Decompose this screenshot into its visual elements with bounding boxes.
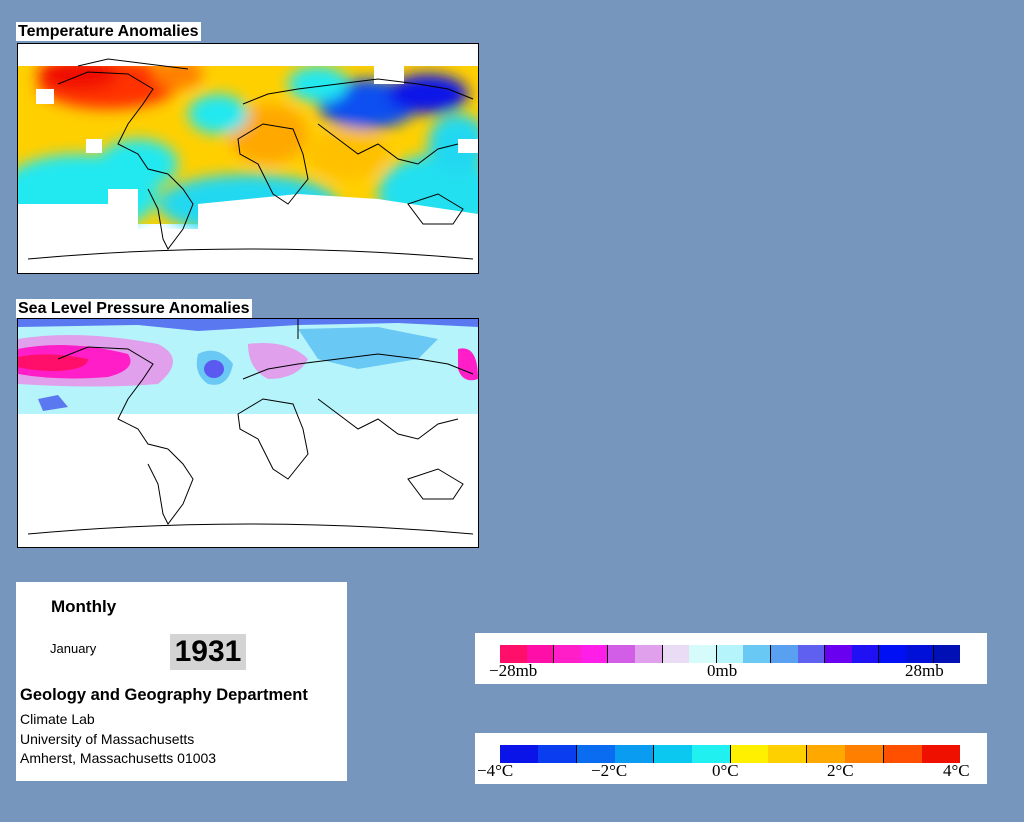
year-label: 1931: [170, 634, 246, 670]
pressure-swatch: [743, 645, 771, 663]
pressure-swatch: [825, 645, 852, 663]
temperature-swatch: [691, 745, 731, 763]
temperature-map-graphic: [18, 44, 478, 273]
temperature-swatch: [500, 745, 538, 763]
temperature-swatch: [730, 745, 769, 763]
temperature-map-title: Temperature Anomalies: [16, 22, 201, 41]
pressure-label-zero: 0mb: [707, 661, 738, 680]
temperature-label-plus2: 2°C: [827, 761, 854, 780]
address-line-1: Climate Lab: [20, 711, 95, 727]
pressure-swatch: [689, 645, 717, 663]
temperature-swatch: [576, 745, 615, 763]
department-label: Geology and Geography Department: [20, 686, 308, 704]
pressure-swatch: [526, 645, 555, 663]
temperature-label-plus4: 4°C: [943, 761, 970, 780]
pressure-swatch: [905, 645, 934, 663]
pressure-colorbar: [500, 645, 961, 663]
temperature-swatch: [845, 745, 885, 763]
temperature-swatch: [884, 745, 923, 763]
pressure-map-title: Sea Level Pressure Anomalies: [16, 299, 252, 318]
pressure-swatch: [500, 645, 527, 663]
pressure-anomaly-map: [17, 318, 479, 548]
pressure-swatch: [879, 645, 906, 663]
pressure-swatch: [608, 645, 635, 663]
address-line-3: Amherst, Massachusetts 01003: [20, 750, 217, 766]
pressure-label-max: 28mb: [905, 661, 944, 680]
pressure-swatch: [716, 645, 744, 663]
pressure-swatch: [634, 645, 663, 663]
address-line-2: University of Massachusetts: [20, 731, 195, 747]
pressure-swatch: [554, 645, 581, 663]
temperature-legend: −4°C −2°C 0°C 2°C 4°C: [475, 733, 987, 784]
temperature-swatch: [614, 745, 654, 763]
pressure-swatch: [770, 645, 798, 663]
temperature-swatch: [653, 745, 692, 763]
month-label: January: [50, 641, 97, 656]
temperature-swatch: [807, 745, 846, 763]
frequency-label: Monthly: [51, 597, 117, 616]
pressure-swatch: [933, 645, 961, 663]
pressure-label-min: −28mb: [489, 661, 538, 680]
pressure-legend: −28mb 0mb 28mb: [475, 633, 987, 684]
temperature-swatch: [768, 745, 808, 763]
temperature-colorbar: [500, 745, 961, 763]
pressure-swatch: [662, 645, 690, 663]
pressure-swatch: [797, 645, 826, 663]
pressure-swatch: [580, 645, 609, 663]
pressure-map-graphic: [18, 319, 478, 535]
temperature-swatch: [537, 745, 577, 763]
info-panel: Monthly January 1931 Geology and Geograp…: [16, 582, 347, 781]
pressure-swatch: [851, 645, 880, 663]
temperature-label-minus4: −4°C: [477, 761, 514, 780]
temperature-anomaly-map: [17, 43, 479, 274]
temperature-label-minus2: −2°C: [591, 761, 628, 780]
temperature-label-zero: 0°C: [712, 761, 739, 780]
temperature-swatch: [922, 745, 961, 763]
